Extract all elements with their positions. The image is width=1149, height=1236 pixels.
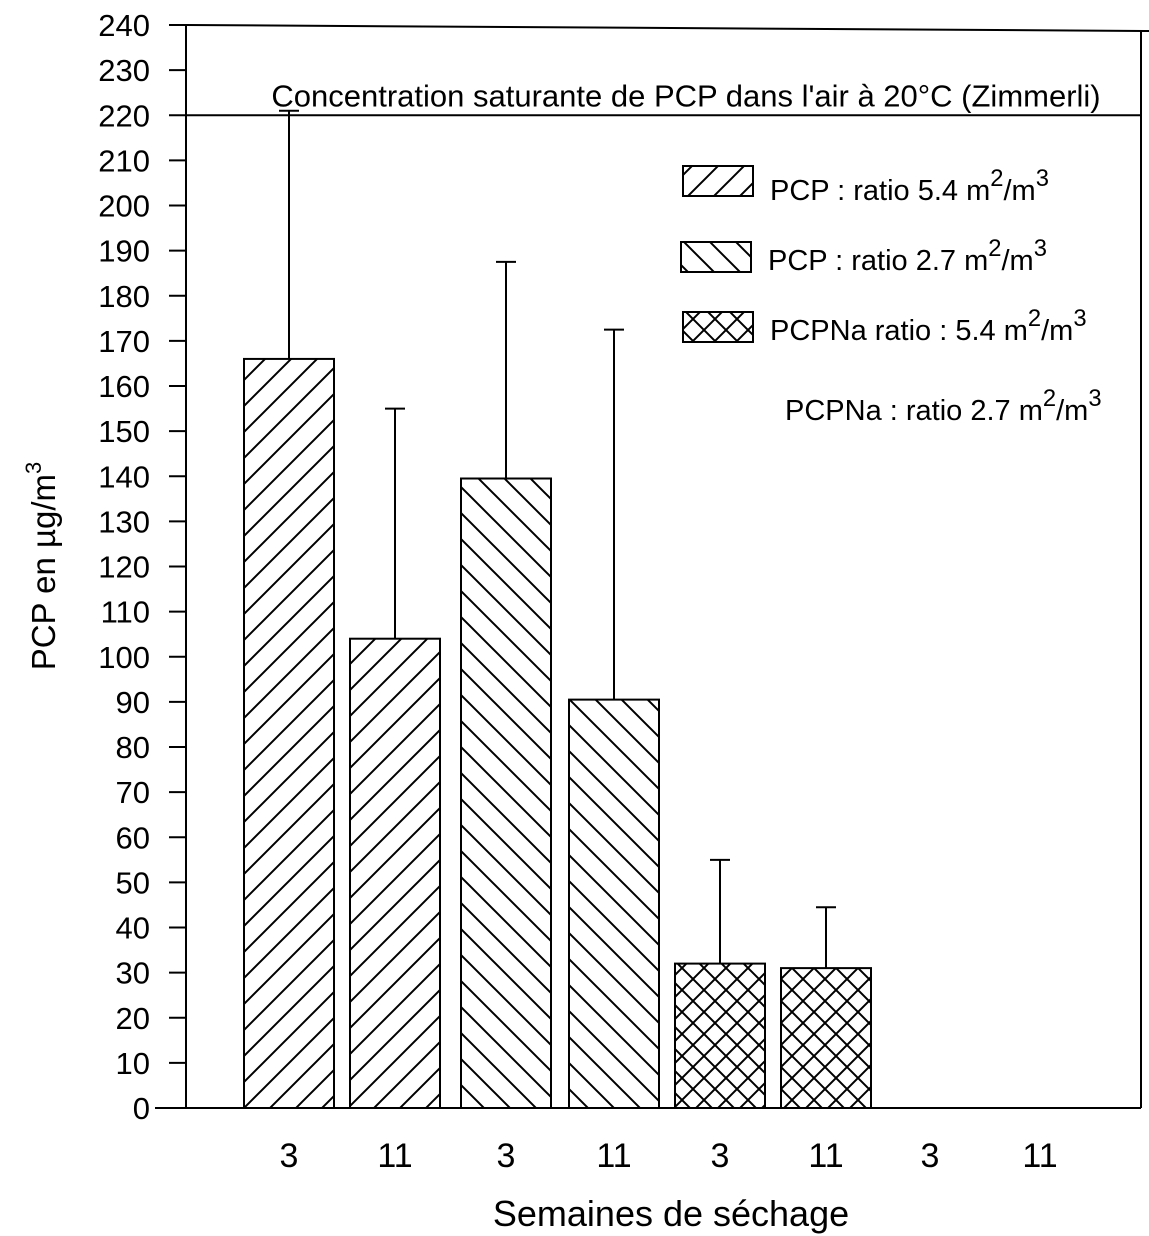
- y-tick-label: 90: [116, 685, 150, 720]
- legend-label-superscript: 2: [1028, 305, 1041, 332]
- y-tick-label: 160: [98, 369, 150, 404]
- x-tick-label: 11: [808, 1137, 843, 1175]
- legend-label-superscript: 2: [1043, 385, 1056, 412]
- legend-label: PCPNa : ratio 2.7 m2/m3: [785, 385, 1102, 427]
- legend-label-text: PCP : ratio 5.4 m: [770, 175, 990, 207]
- y-tick-label: 20: [116, 1001, 150, 1036]
- y-tick-label: 140: [98, 459, 150, 494]
- x-tick-label: 3: [280, 1137, 299, 1175]
- y-tick-label: 130: [98, 504, 150, 539]
- bar: [569, 700, 659, 1108]
- y-tick-label: 180: [98, 279, 150, 314]
- legend-swatch: [683, 312, 753, 342]
- y-tick-label: 110: [101, 595, 150, 630]
- legend-label-superscript: 3: [1034, 235, 1047, 262]
- y-tick-label: 100: [98, 640, 150, 675]
- x-tick-label: 11: [377, 1137, 412, 1175]
- y-tick-label: 0: [133, 1091, 150, 1126]
- x-tick-label: 3: [711, 1137, 730, 1175]
- y-tick-label: 10: [116, 1046, 150, 1081]
- legend-label-superscript: 3: [1036, 165, 1049, 192]
- legend-swatch: [683, 166, 753, 196]
- bar: [244, 359, 334, 1108]
- bar: [461, 479, 551, 1108]
- legend-label-text: /m: [1002, 245, 1034, 277]
- y-tick-label: 210: [98, 143, 150, 178]
- legend-label-text: PCPNa ratio : 5.4 m: [770, 315, 1028, 347]
- y-axis-label-main: PCP en µg/m: [25, 474, 62, 670]
- y-tick-label: 50: [116, 865, 150, 900]
- y-tick-label: 220: [98, 98, 150, 133]
- bar: [675, 964, 765, 1108]
- legend-label-text: /m: [1056, 395, 1088, 427]
- legend-swatch: [681, 242, 751, 272]
- plot-top-border: [186, 25, 1149, 31]
- y-tick-label: 80: [116, 730, 150, 765]
- legend-label-superscript: 2: [990, 165, 1003, 192]
- legend-label: PCP : ratio 5.4 m2/m3: [770, 165, 1049, 207]
- y-tick-label: 230: [98, 53, 150, 88]
- y-tick-label: 190: [98, 234, 150, 269]
- legend-label: PCPNa ratio : 5.4 m2/m3: [770, 305, 1087, 347]
- y-tick-label: 120: [98, 550, 150, 585]
- legend-label-superscript: 3: [1073, 305, 1086, 332]
- legend-label-text: PCP : ratio 2.7 m: [768, 245, 988, 277]
- x-tick-label: 3: [921, 1137, 940, 1175]
- y-axis-label: PCP en µg/m3: [21, 462, 62, 671]
- x-axis-label: Semaines de séchage: [493, 1193, 849, 1234]
- x-axis-tick-labels: 3 11 3 11 3 11 3 11: [280, 1137, 1058, 1175]
- y-axis-label-superscript: 3: [21, 462, 46, 474]
- y-tick-label: 240: [98, 8, 150, 43]
- x-tick-label: 11: [596, 1137, 631, 1175]
- legend-label-text: /m: [1004, 175, 1036, 207]
- y-tick-label: 40: [116, 911, 150, 946]
- y-tick-label: 70: [116, 775, 150, 810]
- y-tick-label: 200: [98, 189, 150, 224]
- y-axis-ticks: 0 10 20 30 40 50 60 70 80 90 100 110 120 130 140 150 160…: [98, 8, 186, 1126]
- bar: [350, 639, 440, 1108]
- legend-label-superscript: 3: [1088, 385, 1101, 412]
- legend-label-text: PCPNa : ratio 2.7 m: [785, 395, 1043, 427]
- legend-label-superscript: 2: [988, 235, 1001, 262]
- saturation-reference: Concentration saturante de PCP dans l'ai…: [186, 78, 1141, 115]
- y-tick-label: 150: [98, 414, 150, 449]
- legend-label: PCP : ratio 2.7 m2/m3: [768, 235, 1047, 277]
- y-tick-label: 60: [116, 820, 150, 855]
- legend-label-text: /m: [1041, 315, 1073, 347]
- x-tick-label: 3: [497, 1137, 516, 1175]
- bar: [781, 968, 871, 1108]
- reference-line-label: Concentration saturante de PCP dans l'ai…: [271, 78, 1100, 113]
- y-tick-label: 170: [98, 324, 150, 359]
- y-tick-label: 30: [116, 956, 150, 991]
- x-tick-label: 11: [1022, 1137, 1057, 1175]
